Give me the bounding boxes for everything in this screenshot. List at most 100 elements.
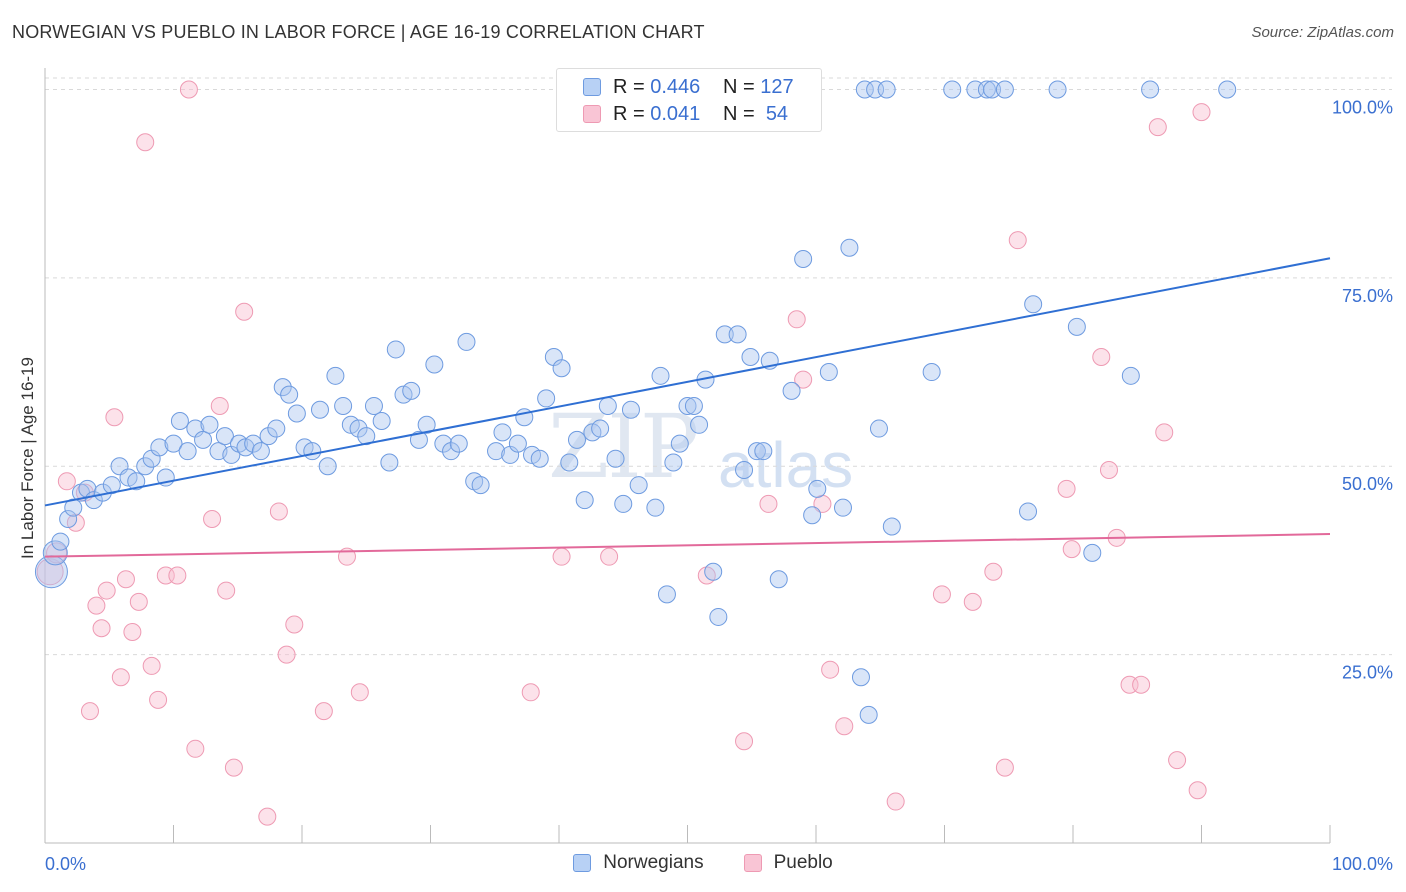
norwegian-point[interactable] bbox=[621, 400, 640, 419]
norwegian-point[interactable] bbox=[449, 434, 468, 453]
norwegian-point[interactable] bbox=[657, 585, 676, 604]
legend-item-norwegians[interactable]: Norwegians bbox=[573, 852, 704, 874]
pueblo-point[interactable] bbox=[759, 494, 778, 513]
norwegian-point[interactable] bbox=[280, 385, 299, 404]
pueblo-point[interactable] bbox=[1168, 751, 1187, 770]
norwegian-point[interactable] bbox=[425, 355, 444, 374]
norwegian-point[interactable] bbox=[487, 442, 506, 461]
norwegian-point[interactable] bbox=[754, 442, 773, 461]
norwegian-point[interactable] bbox=[508, 434, 527, 453]
norwegian-point[interactable] bbox=[409, 430, 428, 449]
norwegian-point[interactable] bbox=[380, 453, 399, 472]
pueblo-point[interactable] bbox=[142, 656, 161, 675]
norwegian-point[interactable] bbox=[782, 381, 801, 400]
pueblo-point[interactable] bbox=[210, 396, 229, 415]
pueblo-point[interactable] bbox=[886, 792, 905, 811]
norwegian-point[interactable] bbox=[803, 506, 822, 525]
norwegian-point[interactable] bbox=[51, 532, 70, 551]
norwegian-point[interactable] bbox=[164, 434, 183, 453]
pueblo-point[interactable] bbox=[258, 807, 277, 826]
pueblo-point[interactable] bbox=[186, 739, 205, 758]
norwegian-point[interactable] bbox=[417, 415, 436, 434]
pueblo-point[interactable] bbox=[92, 619, 111, 638]
norwegian-point[interactable] bbox=[372, 412, 391, 431]
norwegian-point[interactable] bbox=[434, 434, 453, 453]
norwegian-point[interactable] bbox=[851, 668, 870, 687]
norwegian-point[interactable] bbox=[741, 347, 760, 366]
norwegian-point[interactable] bbox=[457, 332, 476, 351]
pueblo-point[interactable] bbox=[203, 509, 222, 528]
norwegian-point[interactable] bbox=[442, 442, 461, 461]
norwegian-point[interactable] bbox=[273, 378, 292, 397]
pueblo-point[interactable] bbox=[105, 408, 124, 427]
norwegian-point[interactable] bbox=[59, 509, 78, 528]
norwegian-point[interactable] bbox=[670, 434, 689, 453]
pueblo-point[interactable] bbox=[600, 547, 619, 566]
norwegian-point[interactable] bbox=[922, 363, 941, 382]
norwegian-point[interactable] bbox=[200, 415, 219, 434]
norwegian-point[interactable] bbox=[684, 396, 703, 415]
norwegian-point[interactable] bbox=[349, 419, 368, 438]
pueblo-point[interactable] bbox=[984, 562, 1003, 581]
pueblo-point[interactable] bbox=[87, 596, 106, 615]
norwegian-point[interactable] bbox=[471, 476, 490, 495]
pueblo-point[interactable] bbox=[1057, 479, 1076, 498]
norwegian-point[interactable] bbox=[259, 427, 278, 446]
pueblo-point[interactable] bbox=[123, 623, 142, 642]
norwegian-point[interactable] bbox=[326, 366, 345, 385]
pueblo-point[interactable] bbox=[1099, 461, 1118, 480]
norwegian-point[interactable] bbox=[1067, 317, 1086, 336]
norwegian-point[interactable] bbox=[709, 607, 728, 626]
norwegian-point[interactable] bbox=[493, 423, 512, 442]
norwegian-point[interactable] bbox=[251, 442, 270, 461]
pueblo-point[interactable] bbox=[1188, 781, 1207, 800]
norwegian-point[interactable] bbox=[833, 498, 852, 517]
norwegian-point[interactable] bbox=[127, 472, 146, 491]
pueblo-point[interactable] bbox=[314, 702, 333, 721]
norwegian-point[interactable] bbox=[334, 396, 353, 415]
norwegian-point[interactable] bbox=[215, 427, 234, 446]
norwegian-point[interactable] bbox=[747, 442, 766, 461]
norwegian-point[interactable] bbox=[855, 80, 874, 99]
pueblo-point[interactable] bbox=[350, 683, 369, 702]
norwegian-point[interactable] bbox=[728, 325, 747, 344]
pueblo-point[interactable] bbox=[552, 547, 571, 566]
norwegian-point[interactable] bbox=[150, 438, 169, 457]
norwegian-point[interactable] bbox=[646, 498, 665, 517]
norwegian-point[interactable] bbox=[819, 363, 838, 382]
norwegian-point[interactable] bbox=[1083, 543, 1102, 562]
norwegian-point[interactable] bbox=[882, 517, 901, 536]
pueblo-point[interactable] bbox=[111, 668, 130, 687]
norwegian-point[interactable] bbox=[244, 434, 263, 453]
norwegian-point[interactable] bbox=[178, 442, 197, 461]
pueblo-point[interactable] bbox=[168, 566, 187, 585]
norwegian-point[interactable] bbox=[194, 430, 213, 449]
norwegian-point[interactable] bbox=[537, 389, 556, 408]
norwegian-point[interactable] bbox=[735, 461, 754, 480]
pueblo-point[interactable] bbox=[129, 592, 148, 611]
norwegian-point[interactable] bbox=[170, 412, 189, 431]
pueblo-point[interactable] bbox=[1155, 423, 1174, 442]
norwegian-point[interactable] bbox=[402, 381, 421, 400]
norwegian-point[interactable] bbox=[715, 325, 734, 344]
norwegian-point[interactable] bbox=[567, 430, 586, 449]
pueblo-point[interactable] bbox=[235, 302, 254, 321]
pueblo-point[interactable] bbox=[1132, 675, 1151, 694]
pueblo-point[interactable] bbox=[285, 615, 304, 634]
norwegian-point[interactable] bbox=[877, 80, 896, 99]
pueblo-point[interactable] bbox=[179, 80, 198, 99]
norwegian-point[interactable] bbox=[606, 449, 625, 468]
pueblo-point[interactable] bbox=[735, 732, 754, 751]
norwegian-point[interactable] bbox=[364, 396, 383, 415]
norwegian-point[interactable] bbox=[629, 476, 648, 495]
pueblo-point[interactable] bbox=[57, 472, 76, 491]
norwegian-point[interactable] bbox=[869, 419, 888, 438]
pueblo-point[interactable] bbox=[835, 717, 854, 736]
pueblo-point[interactable] bbox=[269, 502, 288, 521]
pueblo-point[interactable] bbox=[1148, 118, 1167, 137]
norwegian-point[interactable] bbox=[614, 494, 633, 513]
norwegian-point[interactable] bbox=[598, 396, 617, 415]
pueblo-point[interactable] bbox=[1192, 103, 1211, 122]
norwegian-point[interactable] bbox=[560, 453, 579, 472]
norwegian-point[interactable] bbox=[794, 250, 813, 269]
